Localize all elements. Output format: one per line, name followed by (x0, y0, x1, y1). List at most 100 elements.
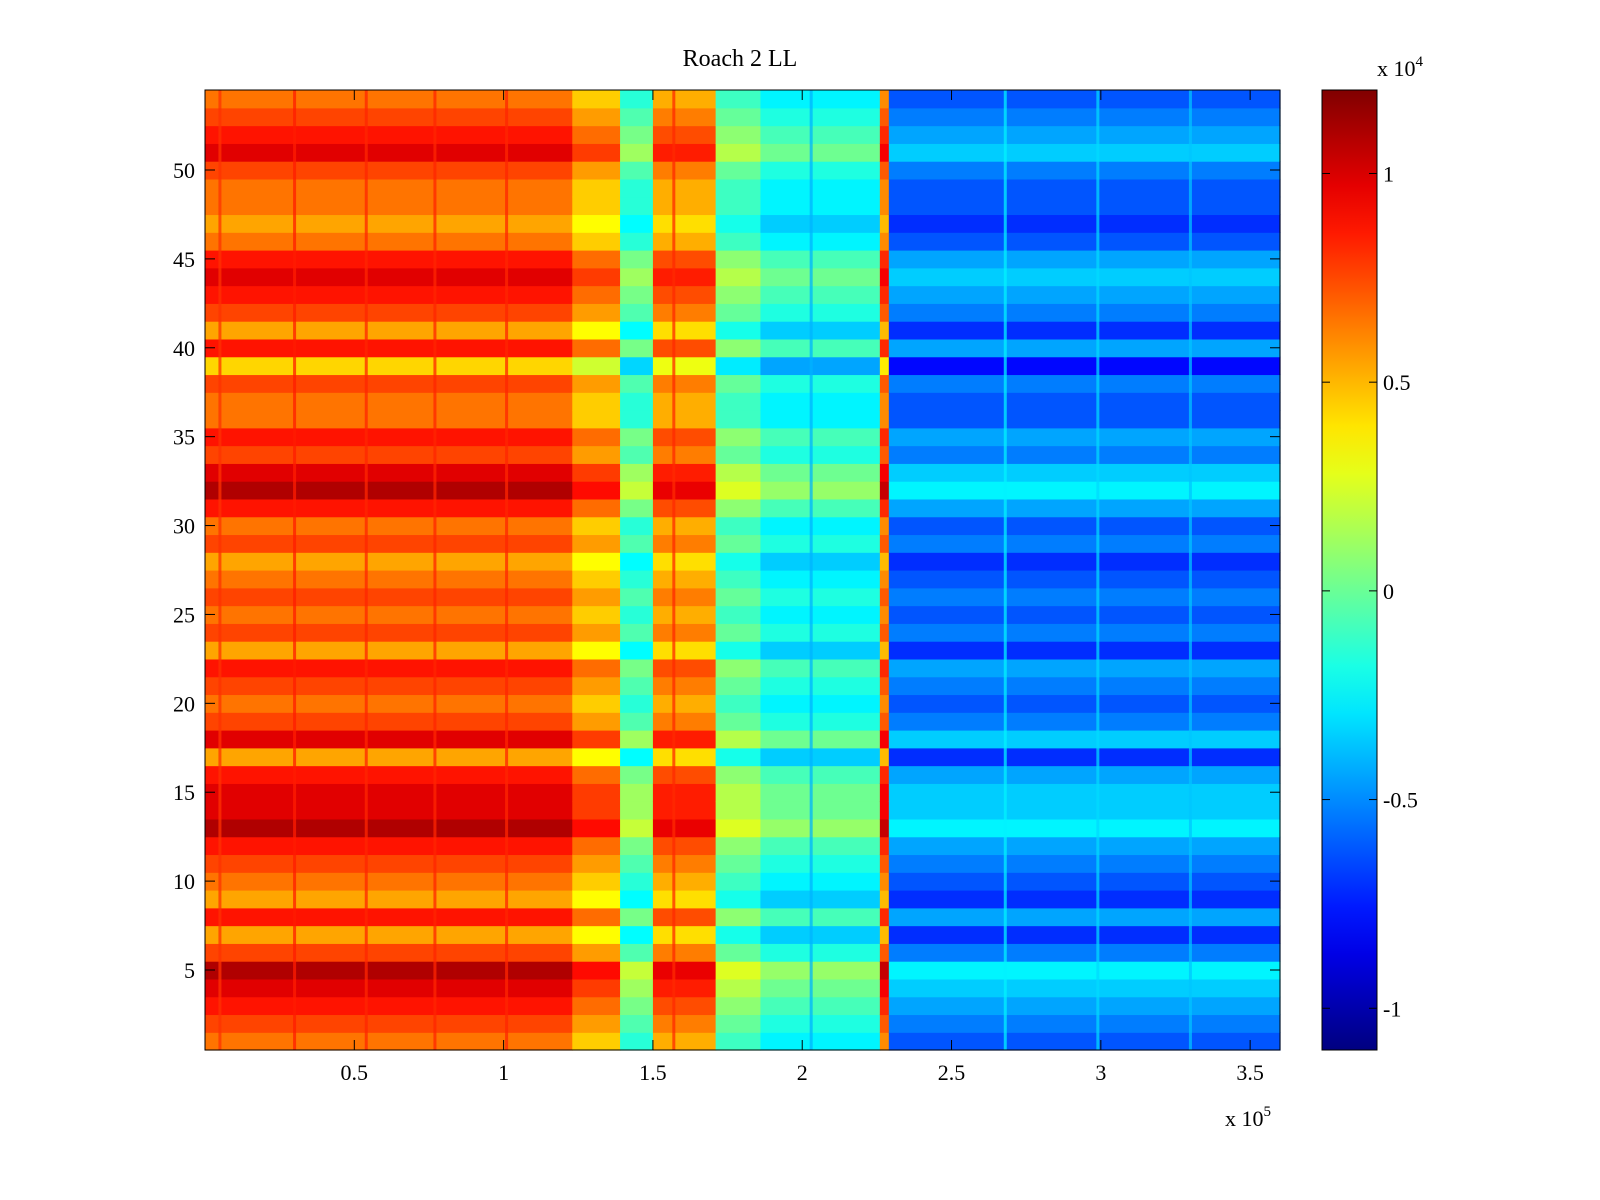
heat-cell (715, 107, 762, 127)
heat-cell (715, 303, 762, 322)
heat-cell (205, 907, 573, 927)
y-tick-label: 50 (173, 158, 195, 183)
heat-cell (652, 1014, 717, 1033)
heat-cell (879, 570, 890, 589)
heat-cell (620, 694, 654, 713)
heat-cell (760, 356, 881, 376)
heat-cell (715, 338, 762, 358)
heat-cell (205, 463, 573, 482)
heat-cell (760, 463, 881, 482)
heat-cell (888, 854, 1281, 873)
heat-cell (760, 818, 881, 838)
heat-cell (652, 907, 717, 927)
heat-cell (715, 978, 762, 998)
heat-cell (760, 783, 881, 802)
heat-cell (888, 747, 1281, 767)
heat-cell (572, 338, 621, 358)
heat-cell (879, 107, 890, 127)
heat-cell (205, 303, 573, 322)
heat-cell (879, 996, 890, 1016)
heat-cell (572, 90, 621, 109)
heat-cell (205, 1014, 573, 1033)
heat-cell (888, 321, 1281, 340)
heat-cell (572, 552, 621, 571)
heat-cell (205, 747, 573, 767)
heat-cell (879, 267, 890, 287)
heat-cell (620, 445, 654, 464)
heat-cell (715, 552, 762, 571)
heat-cell (879, 783, 890, 802)
heat-cell (715, 410, 762, 429)
heat-cell (715, 658, 762, 678)
heat-cell (888, 943, 1281, 962)
heat-cell (572, 196, 621, 216)
heat-cell (205, 765, 573, 784)
heat-cell (888, 836, 1281, 856)
heat-cell (879, 143, 890, 162)
heat-cell (760, 712, 881, 731)
heat-cell (620, 143, 654, 162)
heat-cell (620, 267, 654, 287)
heat-cell (572, 765, 621, 784)
heat-cell (652, 872, 717, 891)
y-axis: 5 10 15 20 25 30 35 40 45 50 (173, 158, 1280, 983)
heat-cell (879, 712, 890, 731)
heat-cell (652, 765, 717, 784)
heat-cell (572, 801, 621, 820)
heat-cell (760, 516, 881, 536)
heat-cell (760, 552, 881, 571)
heat-cell (879, 890, 890, 909)
heat-cell (620, 410, 654, 429)
heat-cell (879, 196, 890, 216)
heat-cell (715, 534, 762, 553)
heat-cell (879, 676, 890, 696)
heat-cell (205, 481, 573, 500)
heat-cell (620, 516, 654, 536)
heat-cell (888, 978, 1281, 998)
heat-cell (572, 641, 621, 660)
heat-cell (652, 694, 717, 713)
colorbar (1321, 89, 1378, 1051)
heat-cell (652, 463, 717, 482)
heat-cell (888, 250, 1281, 269)
heat-cell (652, 410, 717, 429)
heat-cell (572, 783, 621, 802)
heat-cell (879, 303, 890, 322)
heat-cell (652, 267, 717, 287)
heat-cell (652, 107, 717, 127)
heat-cell (572, 943, 621, 962)
heat-cell (572, 712, 621, 731)
x-tick-label: 0.5 (341, 1060, 369, 1085)
heat-cell (715, 516, 762, 536)
heat-cell (888, 107, 1281, 127)
heat-cell (620, 943, 654, 962)
y-tick-label: 5 (184, 958, 195, 983)
heat-cell (760, 392, 881, 411)
heat-cell (715, 961, 762, 980)
heat-cell (879, 392, 890, 411)
heat-cell (888, 481, 1281, 500)
heat-cell (652, 161, 717, 180)
heat-cell (205, 570, 573, 589)
heat-cell (652, 534, 717, 553)
heat-cell (620, 250, 654, 269)
heat-cell (652, 125, 717, 144)
heat-cell (652, 623, 717, 642)
heat-cell (572, 143, 621, 162)
heat-cell (572, 996, 621, 1016)
heat-cell (760, 321, 881, 340)
heat-cell (205, 872, 573, 891)
x-axis: 0.5 1 1.5 2 2.5 3 3.5 (341, 90, 1264, 1085)
heat-cell (760, 285, 881, 304)
heat-cell (205, 214, 573, 233)
heat-cell (205, 285, 573, 304)
heat-cell (572, 463, 621, 482)
heat-cell (620, 712, 654, 731)
heat-cell (879, 854, 890, 873)
heat-cell (888, 890, 1281, 909)
heat-cell (652, 587, 717, 607)
heat-cell (879, 623, 890, 642)
heat-cell (888, 676, 1281, 696)
heat-cell (652, 90, 717, 109)
heat-cell (715, 765, 762, 784)
